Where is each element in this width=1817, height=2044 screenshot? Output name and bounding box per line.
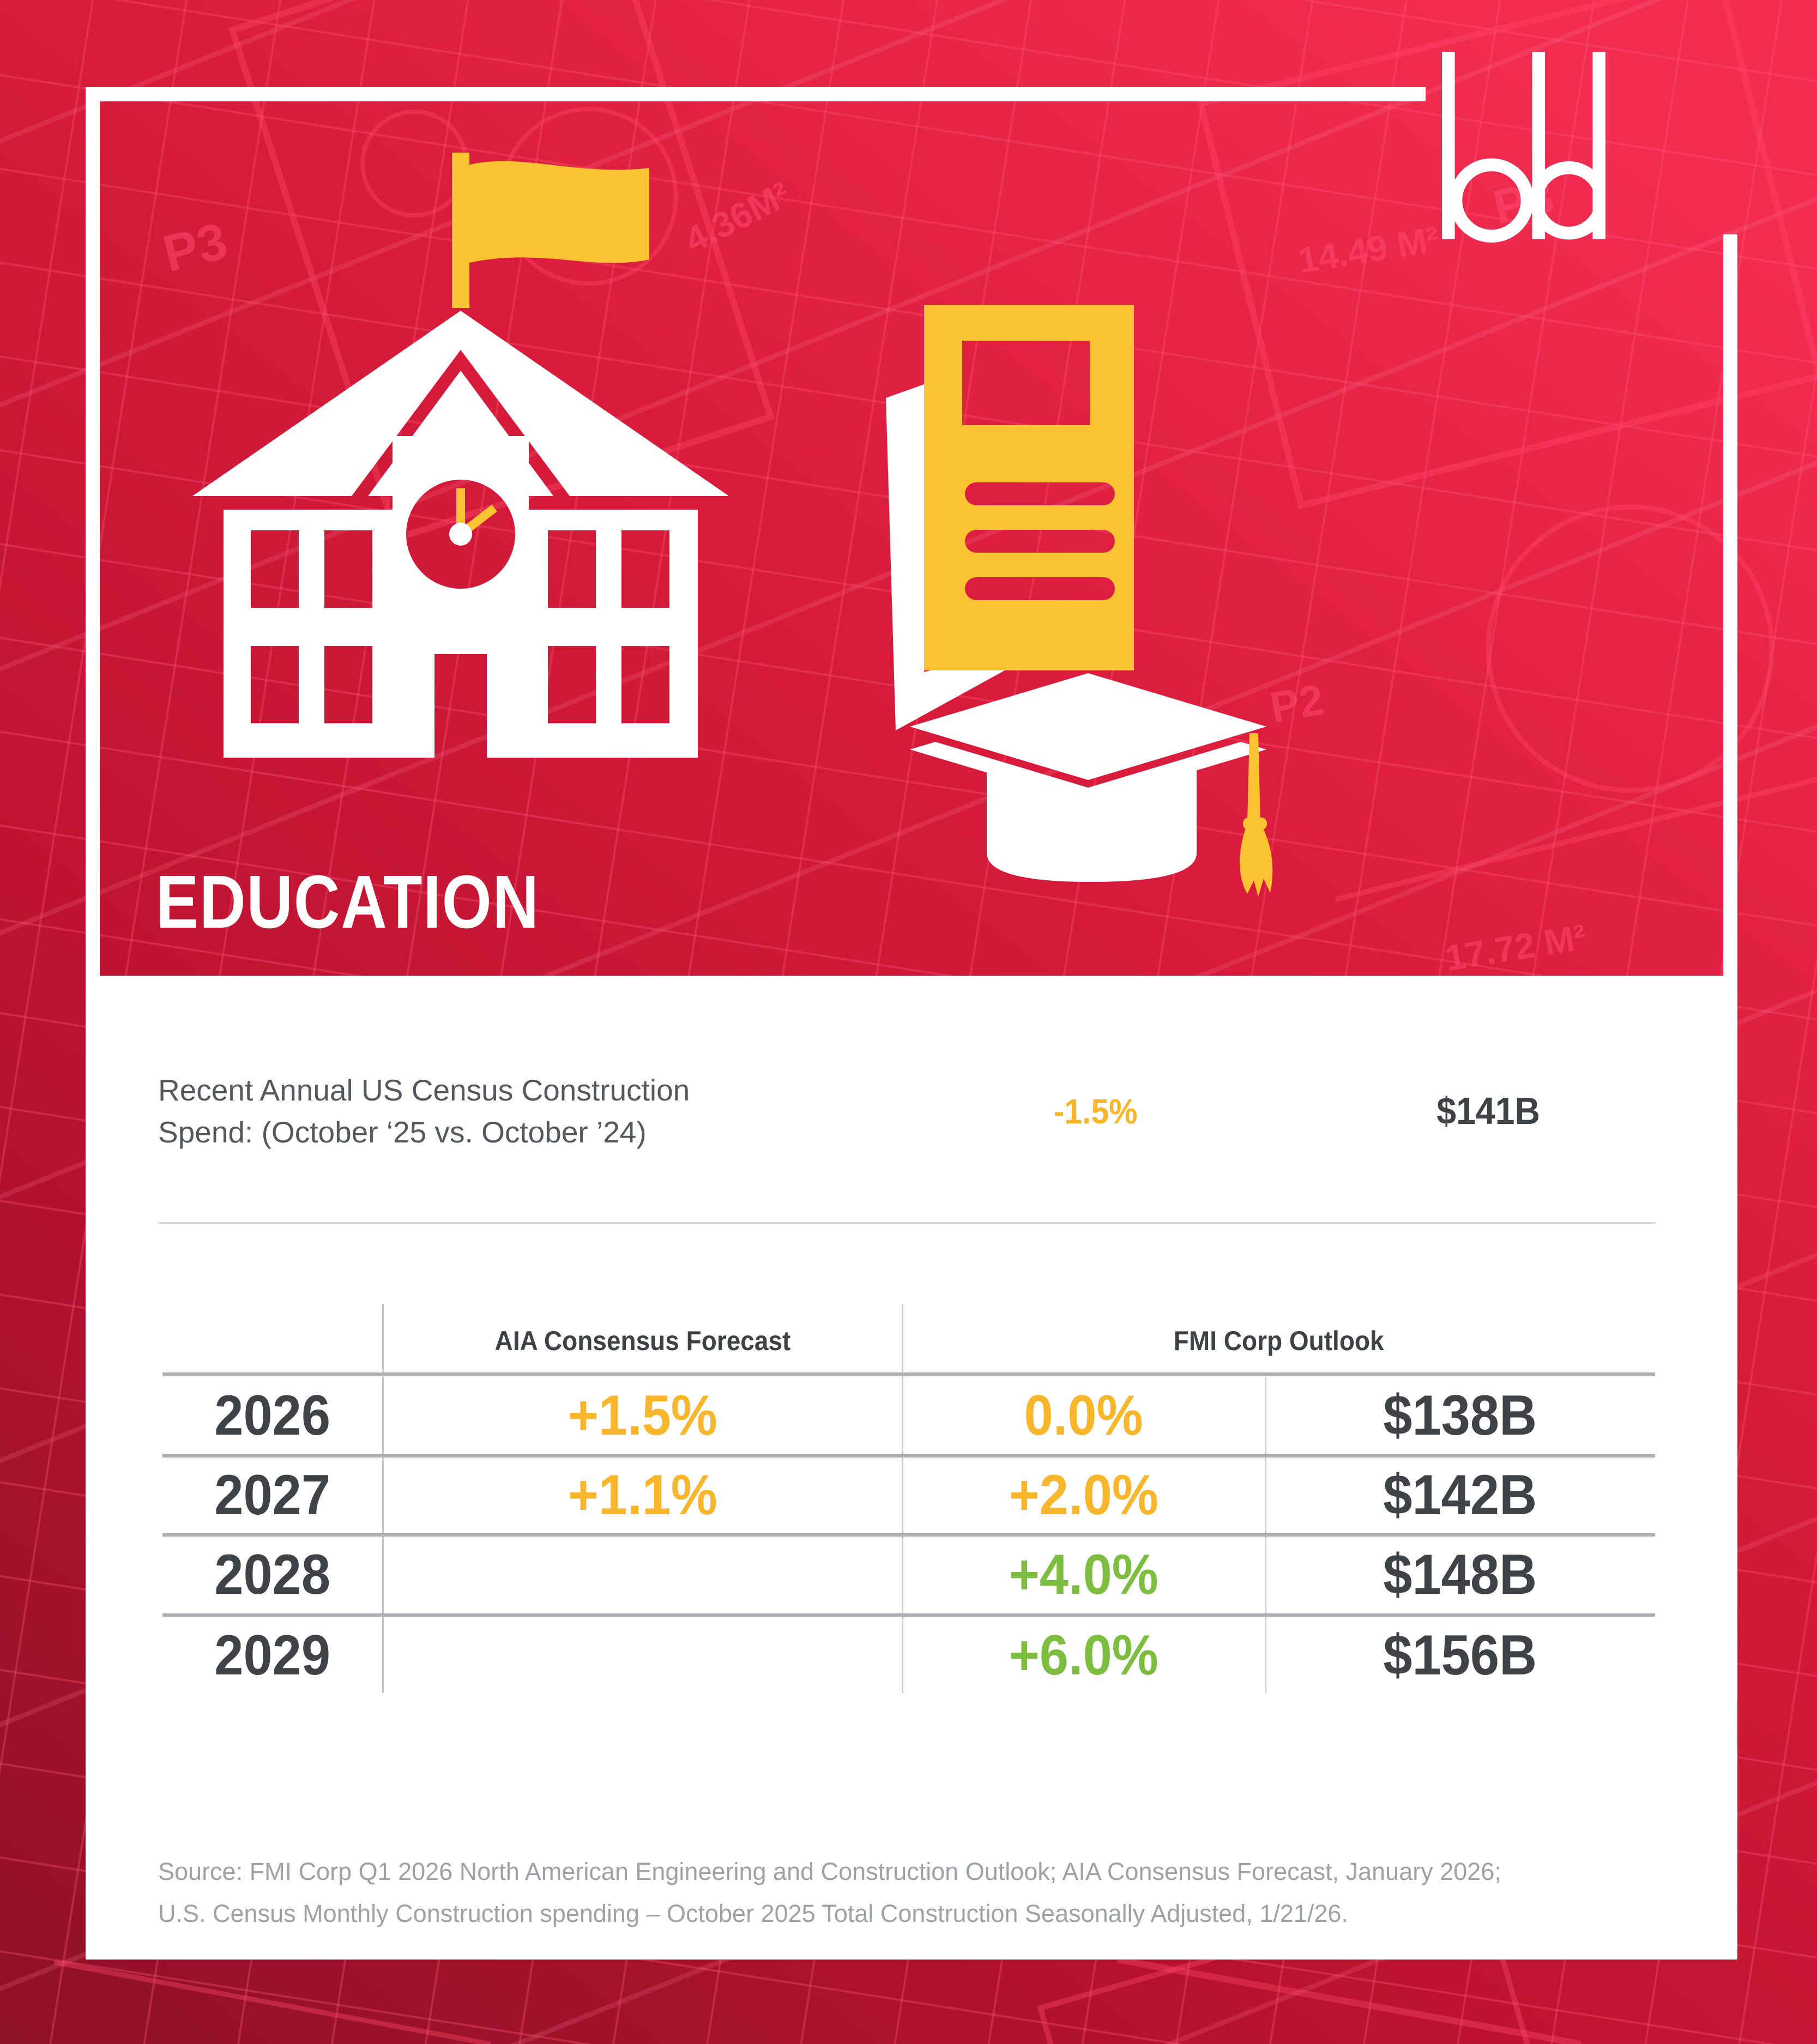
fmi-value-cell: $148B: [1383, 1543, 1537, 1606]
year-cell: 2028: [214, 1543, 331, 1606]
aia-forecast-cell: [383, 1537, 902, 1613]
recent-spend-label-line1: Recent Annual US Census Construction: [158, 1073, 690, 1107]
fmi-value-cell: $138B: [1383, 1383, 1537, 1447]
column-divider: [902, 1304, 903, 1693]
source-note: Source: FMI Corp Q1 2026 North American …: [158, 1851, 1755, 1934]
content-panel: [86, 976, 1737, 1960]
table-row: 2029 +6.0% $156B: [162, 1617, 1655, 1694]
source-line2: U.S. Census Monthly Construction spendin…: [158, 1900, 1348, 1927]
aia-forecast-cell: [383, 1617, 902, 1694]
school-icon: [188, 153, 733, 758]
recent-spend-label: Recent Annual US Census Construction Spe…: [158, 1069, 976, 1153]
fmi-value-cell: $156B: [1383, 1623, 1537, 1687]
fmi-pct-cell: 0.0%: [1024, 1383, 1144, 1447]
bld-logo: [1442, 52, 1605, 243]
aia-forecast-cell: +1.5%: [568, 1383, 717, 1447]
table-row: 2027 +1.1% +2.0% $142B: [162, 1458, 1655, 1533]
header-divider: [162, 1372, 1655, 1376]
fmi-value-cell: $142B: [1383, 1464, 1537, 1527]
section-title: EDUCATION: [156, 860, 540, 944]
table-row: 2028 +4.0% $148B: [162, 1537, 1655, 1613]
column-divider: [382, 1304, 384, 1693]
row-divider: [162, 1613, 1655, 1617]
year-cell: 2029: [214, 1623, 331, 1687]
recent-spend-value: $141B: [1436, 1090, 1540, 1132]
table-row: 2026 +1.5% 0.0% $138B: [162, 1377, 1655, 1454]
fmi-pct-cell: +4.0%: [1009, 1543, 1158, 1606]
frame-border-top: [86, 87, 1426, 101]
row-divider: [162, 1454, 1655, 1458]
row-divider: [162, 1533, 1655, 1537]
graduation-cap-icon: [894, 638, 1287, 910]
year-cell: 2027: [214, 1464, 331, 1527]
fmi-pct-cell: +6.0%: [1009, 1623, 1158, 1687]
year-cell: 2026: [214, 1383, 331, 1447]
recent-spend-label-line2: Spend: (October ‘25 vs. October ’24): [158, 1115, 647, 1149]
section-divider: [158, 1222, 1656, 1224]
source-line1: Source: FMI Corp Q1 2026 North American …: [158, 1858, 1501, 1885]
aia-forecast-cell: +1.1%: [568, 1464, 717, 1527]
recent-spend-change: -1.5%: [1054, 1092, 1138, 1131]
table-header-aia: AIA Consensus Forecast: [494, 1326, 790, 1356]
table-header-fmi: FMI Corp Outlook: [1173, 1326, 1384, 1356]
fmi-pct-cell: +2.0%: [1009, 1464, 1158, 1527]
